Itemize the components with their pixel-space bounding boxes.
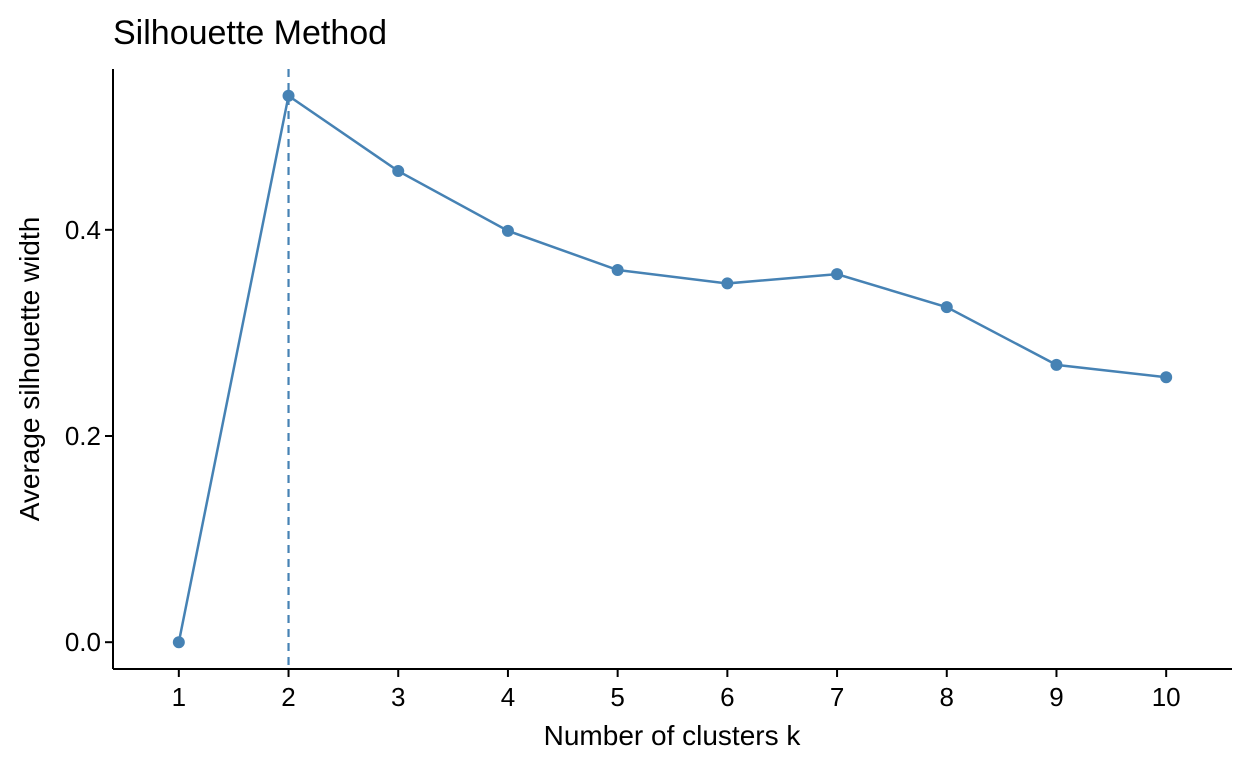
y-axis-ticks: 0.0 0.2 0.4 <box>65 215 113 657</box>
data-point <box>282 89 295 102</box>
data-point <box>611 264 624 277</box>
x-tick-label: 9 <box>1049 682 1063 712</box>
series-layer <box>172 89 1173 649</box>
data-point <box>1050 358 1063 371</box>
data-point <box>721 277 734 290</box>
x-tick-label: 5 <box>610 682 624 712</box>
y-tick-label: 0.4 <box>65 215 101 245</box>
y-tick-label: 0.2 <box>65 421 101 451</box>
data-point <box>831 268 844 281</box>
data-point <box>392 165 405 178</box>
x-tick-label: 8 <box>940 682 954 712</box>
data-point <box>940 301 953 314</box>
x-tick-label: 7 <box>830 682 844 712</box>
x-tick-label: 1 <box>172 682 186 712</box>
x-tick-label: 10 <box>1152 682 1181 712</box>
data-point <box>172 636 185 649</box>
series-line <box>177 93 1167 643</box>
x-tick-label: 6 <box>720 682 734 712</box>
data-point <box>501 224 514 237</box>
y-axis-title: Average silhouette width <box>14 217 45 522</box>
data-point <box>1160 371 1173 384</box>
x-axis-title: Number of clusters k <box>544 720 802 751</box>
y-tick-label: 0.0 <box>65 627 101 657</box>
chart-title: Silhouette Method <box>113 14 387 52</box>
x-tick-label: 3 <box>391 682 405 712</box>
x-tick-label: 4 <box>501 682 515 712</box>
x-tick-label: 2 <box>281 682 295 712</box>
x-axis-ticks: 1 2 3 4 5 6 7 8 9 10 <box>172 669 1181 712</box>
